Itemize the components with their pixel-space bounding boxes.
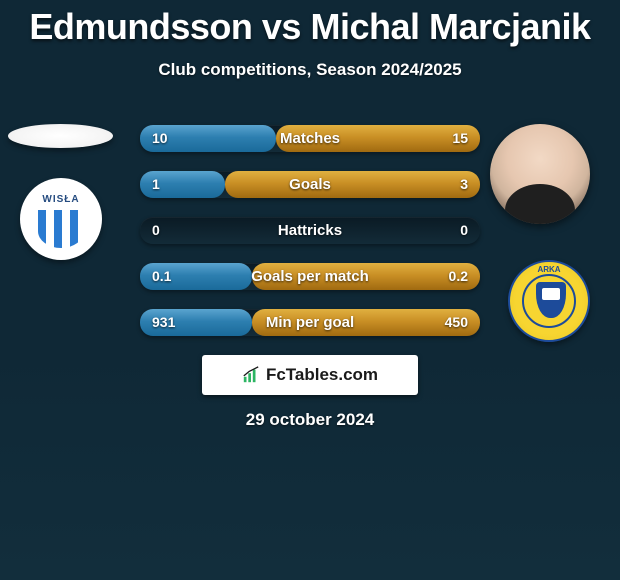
player-left-avatar — [8, 124, 113, 148]
stat-row: 13Goals — [140, 171, 480, 198]
fctables-icon — [242, 366, 260, 384]
stat-row: 0 0Hattricks — [140, 217, 480, 244]
stat-row: 0.10.2Goals per match — [140, 263, 480, 290]
stat-fill-left — [140, 171, 225, 198]
stat-fill-left — [140, 263, 252, 290]
club-right-name: ARKA — [510, 265, 588, 274]
stat-value-left: 0 — [152, 217, 160, 244]
stat-fill-right — [225, 171, 480, 198]
club-left-stripes — [38, 210, 84, 248]
comparison-date: 29 october 2024 — [0, 410, 620, 430]
player-right-avatar — [490, 124, 590, 224]
stat-fill-left — [140, 309, 252, 336]
stat-label: Hattricks — [140, 217, 480, 244]
club-right-badge: ARKA — [508, 260, 590, 342]
stat-fill-right — [276, 125, 480, 152]
stat-fill-right — [252, 263, 480, 290]
stat-row: 931450Min per goal — [140, 309, 480, 336]
fctables-attribution[interactable]: FcTables.com — [202, 355, 418, 395]
stats-panel: 1015Matches 13Goals 0 0Hattricks 0.10.2Goals… — [140, 125, 480, 355]
fctables-text: FcTables.com — [266, 365, 378, 385]
comparison-subtitle: Club competitions, Season 2024/2025 — [0, 60, 620, 80]
comparison-title: Edmundsson vs Michal Marcjanik — [0, 0, 620, 48]
stat-row: 1015Matches — [140, 125, 480, 152]
stat-fill-right — [252, 309, 480, 336]
stat-fill-left — [140, 125, 276, 152]
stat-value-right: 0 — [460, 217, 468, 244]
club-left-badge: WISŁA — [20, 178, 102, 260]
club-left-name: WISŁA — [20, 194, 102, 205]
